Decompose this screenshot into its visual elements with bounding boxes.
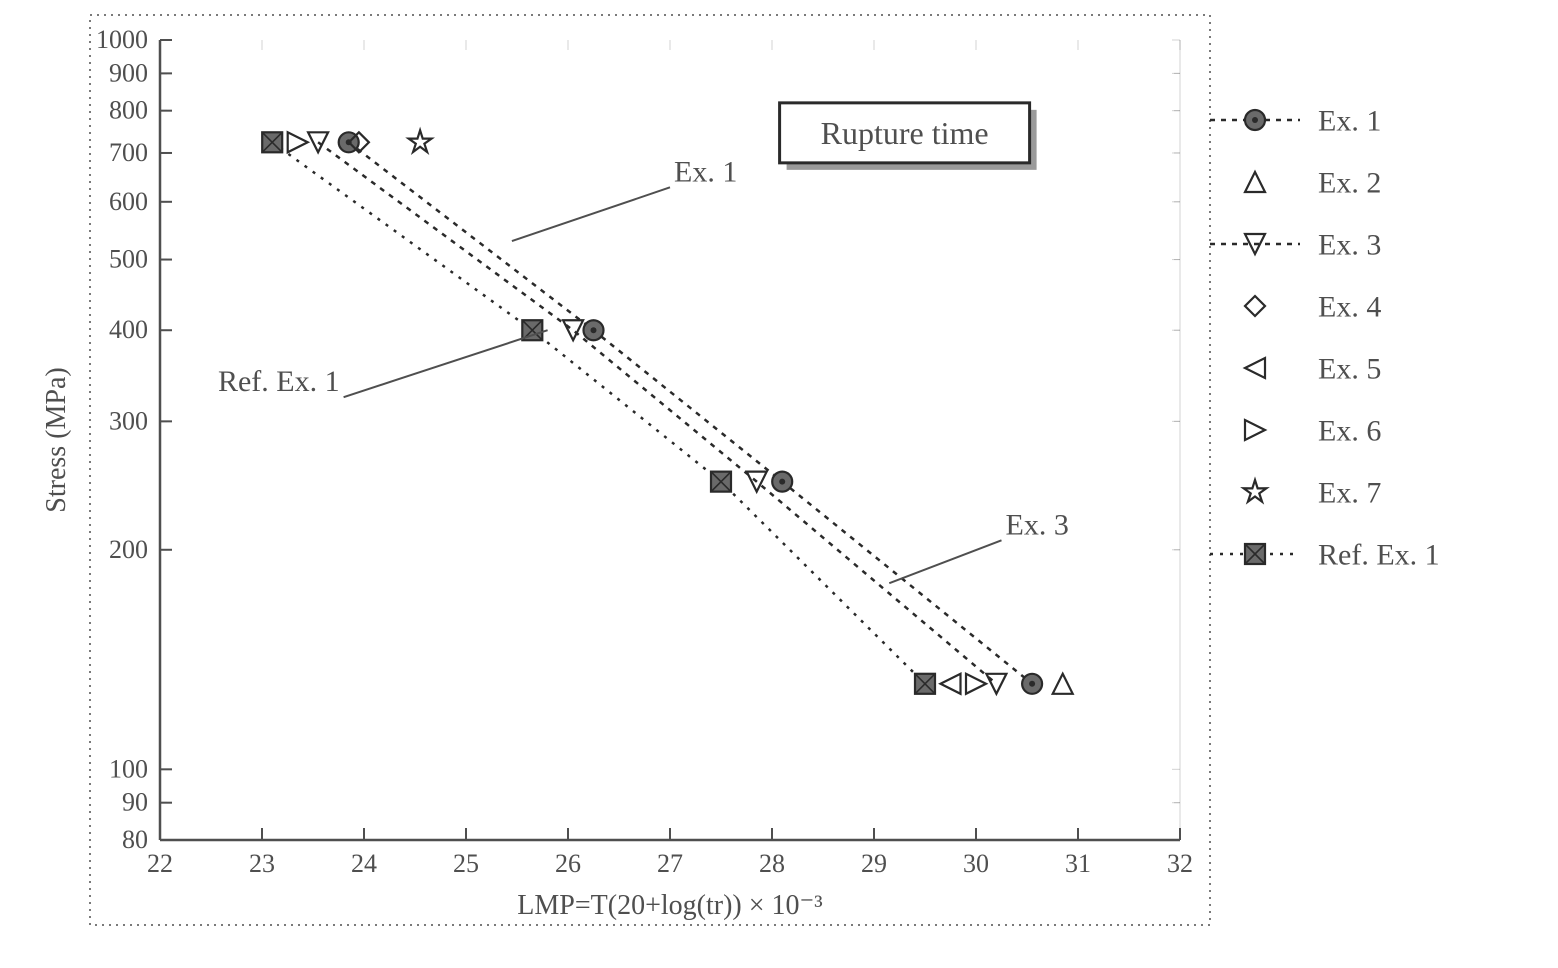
x-tick-label: 23 bbox=[249, 849, 275, 878]
ann-ex3: Ex. 3 bbox=[1006, 508, 1069, 541]
ann-ex1: Ex. 1 bbox=[674, 155, 737, 188]
x-tick-label: 26 bbox=[555, 849, 581, 878]
x-axis-label: LMP=T(20+log(tr)) × 10⁻³ bbox=[517, 890, 822, 921]
y-tick-label: 500 bbox=[109, 245, 148, 274]
legend-row-ex1: Ex. 1 bbox=[1210, 105, 1381, 138]
x-tick-label: 28 bbox=[759, 849, 785, 878]
legend-row-ex4: Ex. 4 bbox=[1210, 291, 1381, 324]
legend-label-ex1: Ex. 1 bbox=[1318, 105, 1381, 138]
y-tick-label: 90 bbox=[122, 788, 148, 817]
legend-label-ex2: Ex. 2 bbox=[1318, 167, 1381, 200]
y-tick-label: 900 bbox=[109, 58, 148, 87]
y-tick-label: 300 bbox=[109, 406, 148, 435]
legend-row-ex6: Ex. 6 bbox=[1210, 415, 1381, 448]
legend-label-ex4: Ex. 4 bbox=[1318, 291, 1381, 324]
x-tick-label: 22 bbox=[147, 849, 173, 878]
y-tick-label: 700 bbox=[109, 138, 148, 167]
x-tick-label: 24 bbox=[351, 849, 377, 878]
x-tick-label: 30 bbox=[963, 849, 989, 878]
y-tick-label: 200 bbox=[109, 535, 148, 564]
y-tick-label: 600 bbox=[109, 187, 148, 216]
y-tick-label: 800 bbox=[109, 96, 148, 125]
legend-row-ex7: Ex. 7 bbox=[1210, 477, 1381, 510]
legend-label-ex3: Ex. 3 bbox=[1318, 229, 1381, 262]
legend-label-ex5: Ex. 5 bbox=[1318, 353, 1381, 386]
y-axis-label: Stress (MPa) bbox=[41, 367, 72, 512]
x-tick-label: 31 bbox=[1065, 849, 1091, 878]
larson-miller-chart: 22 23 24 25 26 27 28 29 30 31 32 LMP=T(20+log(tr)) … bbox=[0, 0, 1558, 968]
x-tick-label: 27 bbox=[657, 849, 683, 878]
y-tick-label: 400 bbox=[109, 315, 148, 344]
ann-ref1: Ref. Ex. 1 bbox=[218, 365, 340, 398]
inset-title: Rupture time bbox=[821, 115, 989, 151]
legend-label-ex6: Ex. 6 bbox=[1318, 415, 1381, 448]
legend-label-ex7: Ex. 7 bbox=[1318, 477, 1381, 510]
x-tick-label: 25 bbox=[453, 849, 479, 878]
x-tick-label: 32 bbox=[1167, 849, 1193, 878]
legend-row-ex3: Ex. 3 bbox=[1210, 229, 1381, 262]
y-tick-label: 1000 bbox=[96, 25, 148, 54]
y-tick-label: 100 bbox=[109, 754, 148, 783]
legend-label-ref1: Ref. Ex. 1 bbox=[1318, 539, 1440, 572]
legend-row-ref1: Ref. Ex. 1 bbox=[1210, 539, 1440, 572]
legend-row-ex2: Ex. 2 bbox=[1210, 167, 1381, 200]
legend-row-ex5: Ex. 5 bbox=[1210, 353, 1381, 386]
y-tick-label: 80 bbox=[122, 825, 148, 854]
x-tick-label: 29 bbox=[861, 849, 887, 878]
